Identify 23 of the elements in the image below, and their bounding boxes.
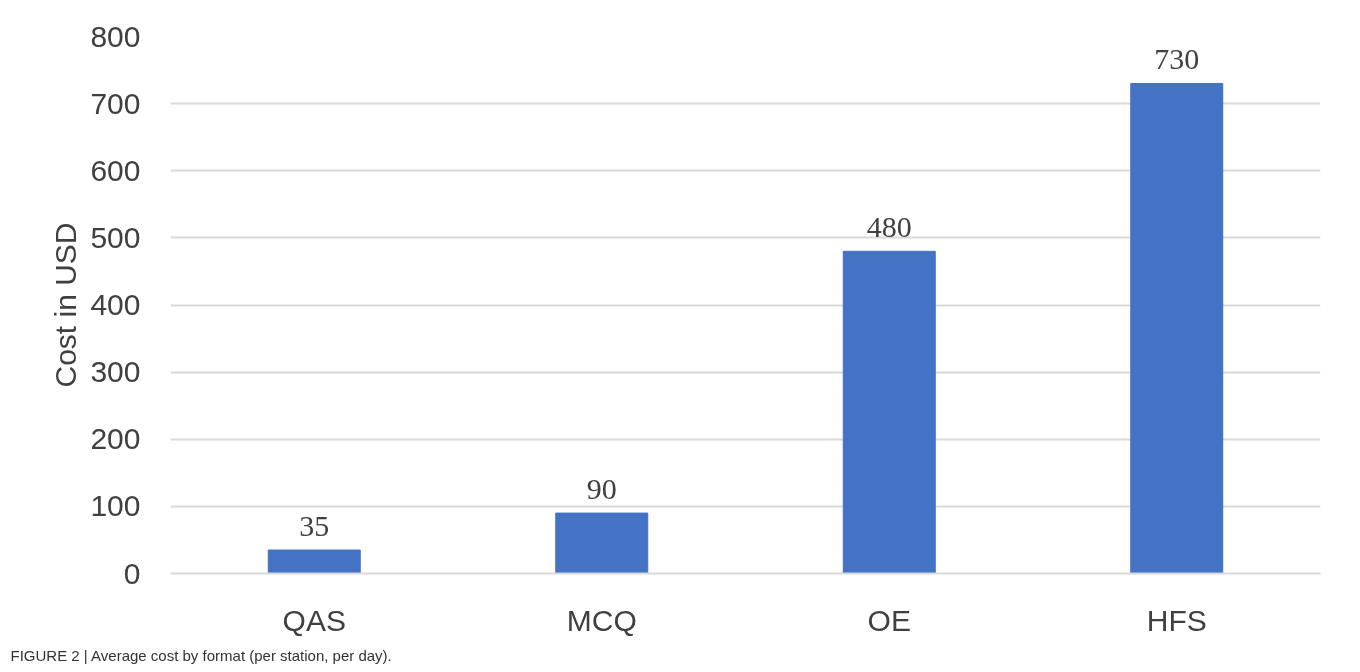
y-tick-label: 700 <box>90 86 141 120</box>
x-tick-label: MCQ <box>566 603 637 637</box>
y-tick-label: 600 <box>90 153 141 187</box>
y-tick-label: 0 <box>123 556 141 590</box>
x-tick-label: QAS <box>282 603 346 637</box>
y-tick-label: 800 <box>90 19 141 53</box>
x-tick-label: OE <box>867 603 911 637</box>
bar <box>1130 82 1224 574</box>
data-label: 35 <box>299 509 330 543</box>
y-tick-label: 500 <box>90 220 141 254</box>
data-label: 480 <box>866 210 912 244</box>
y-tick-label: 200 <box>90 422 141 456</box>
data-label: 730 <box>1154 42 1200 76</box>
y-tick-label: 300 <box>90 355 141 389</box>
bar <box>555 512 649 574</box>
bar <box>267 549 361 574</box>
caption: FIGURE 2 | Average cost by format (per station, per day). <box>10 646 392 664</box>
y-axis-title: Cost in USD <box>49 222 83 388</box>
bar <box>842 250 936 574</box>
y-tick-label: 100 <box>90 489 141 523</box>
y-tick-label: 400 <box>90 288 141 321</box>
x-tick-label: HFS <box>1146 603 1207 637</box>
data-label: 90 <box>586 472 617 506</box>
